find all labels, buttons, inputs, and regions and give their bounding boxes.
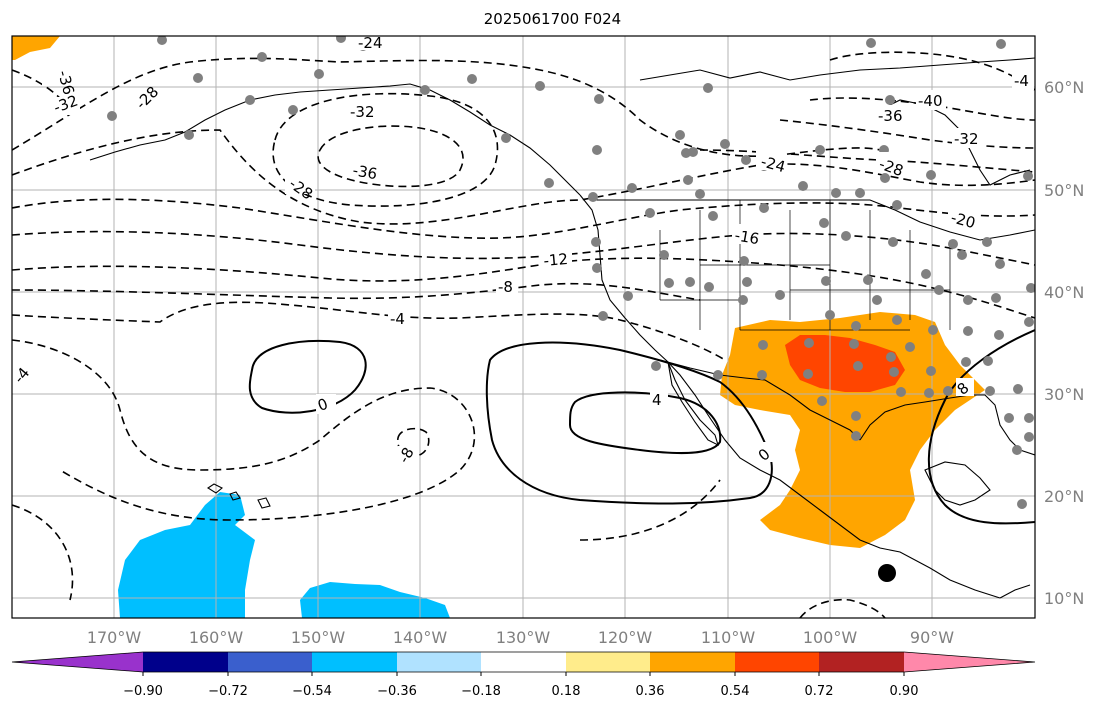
contour-label: -36 (878, 107, 903, 125)
contour-label: -36 (54, 68, 78, 96)
longitude-label: 130°W (496, 628, 551, 647)
storm-center-marker (878, 564, 896, 582)
longitude-label: 160°W (189, 628, 244, 647)
latitude-label: 10°N (1044, 589, 1084, 608)
contour-label: -16 (733, 226, 760, 248)
latitude-label: 60°N (1044, 78, 1084, 97)
colorbar-tick-label: 0.36 (636, 684, 665, 699)
contour-minus16 (12, 230, 1035, 266)
contour-label: -8 (498, 278, 513, 296)
contour-label: -36 (351, 161, 378, 183)
colorbar-tick-labels: −0.90 −0.72 −0.54 −0.36 −0.18 0.18 0.36 … (123, 684, 918, 699)
colorbar-extend-min (12, 652, 143, 672)
colorbar-tick-label: −0.72 (208, 684, 248, 699)
contour-minus32-low (272, 92, 499, 207)
contour-label: -4 (1014, 72, 1029, 90)
longitude-label: 110°W (701, 628, 756, 647)
us-mexico-border (659, 359, 861, 441)
graticule (12, 36, 1035, 618)
contour-minus8 (12, 282, 701, 301)
longitude-label: 90°W (910, 628, 954, 647)
colorbar-segments (11, 651, 1036, 673)
contour-label-group: -36 -32 -28 -24 -32 -36 -28 -24 -16 -12 … (10, 34, 1034, 468)
contour-label: -32 (350, 103, 375, 121)
canada-north-coast (639, 57, 1035, 81)
contour-minus20 (12, 198, 1035, 239)
longitude-label: 170°W (87, 628, 142, 647)
colorbar-segment (397, 652, 481, 672)
contour-minus24 (12, 129, 1035, 225)
anomaly-shading (12, 36, 985, 618)
alaska-coast (89, 83, 581, 196)
colorbar-extend-max (904, 652, 1035, 672)
contour-label: -12 (543, 250, 569, 270)
contour-minus4-bottom (799, 598, 886, 618)
longitude-label: 120°W (598, 628, 653, 647)
positive-anomaly-region (720, 312, 985, 548)
colorbar-segment (735, 652, 819, 672)
contour-minus4-west (12, 339, 476, 521)
contour-zero-center (485, 341, 773, 505)
colorbar-segment (228, 652, 312, 672)
longitude-label: 140°W (393, 628, 448, 647)
contour-zero-west (248, 339, 367, 414)
contour-minus36-low (317, 125, 464, 188)
central-america-coast (999, 584, 1031, 599)
contour-minus28-north (699, 149, 1035, 173)
colorbar-segment (312, 652, 397, 672)
latitude-label: 40°N (1044, 283, 1084, 302)
colorbar-segment (819, 652, 904, 672)
contour-lines (12, 51, 1035, 618)
contour-label: -32 (954, 130, 979, 148)
strong-positive-anomaly-region (785, 335, 905, 392)
latitude-label: 50°N (1044, 181, 1084, 200)
contour-label: -24 (759, 152, 787, 176)
contour-label: -4 (390, 310, 405, 328)
colorbar-segment (566, 652, 650, 672)
contour-label: -20 (949, 208, 977, 232)
longitude-label: 150°W (291, 628, 346, 647)
contour-minus40-north (829, 51, 1035, 91)
latitude-axis: 60°N 50°N 40°N 30°N 20°N 10°N (1044, 78, 1084, 608)
longitude-axis: 170°W 160°W 150°W 140°W 130°W 120°W 110°… (87, 628, 954, 647)
map-frame (11, 35, 1036, 619)
latitude-label: 30°N (1044, 385, 1084, 404)
colorbar-tick-label: 0.18 (552, 684, 581, 699)
colorbar-ticks (142, 672, 905, 676)
colorbar-tick-label: 0.72 (805, 684, 834, 699)
hawaii-islands (206, 483, 271, 509)
contour-label-plus4: 4 (652, 391, 662, 409)
map-title: 2025061700 F024 (483, 10, 622, 28)
colorbar-tick-label: 0.90 (890, 684, 919, 699)
colorbar-tick-label: −0.36 (377, 684, 417, 699)
contour-label: -24 (358, 34, 383, 52)
colorbar-tick-label: −0.18 (461, 684, 501, 699)
latitude-label: 20°N (1044, 487, 1084, 506)
longitude-label: 100°W (803, 628, 858, 647)
positive-anomaly-corner (12, 36, 60, 60)
contour-minus12 (12, 257, 1035, 319)
contour-minus4 (12, 301, 726, 361)
contour-label: -40 (918, 92, 943, 110)
colorbar-tick-label: 0.54 (721, 684, 750, 699)
negative-anomaly-region-west (118, 492, 255, 618)
negative-anomaly-region-east (300, 582, 450, 618)
colorbar-segment (143, 652, 228, 672)
colorbar: −0.90 −0.72 −0.54 −0.36 −0.18 0.18 0.36 … (11, 651, 1036, 699)
colorbar-tick-label: −0.90 (123, 684, 163, 699)
contour-minus4-south (12, 479, 721, 601)
colorbar-tick-label: −0.54 (292, 684, 332, 699)
colorbar-segment (650, 652, 735, 672)
yucatan-coast (924, 461, 991, 506)
colorbar-segment (481, 652, 566, 672)
north-america-west-coast (579, 194, 1001, 599)
